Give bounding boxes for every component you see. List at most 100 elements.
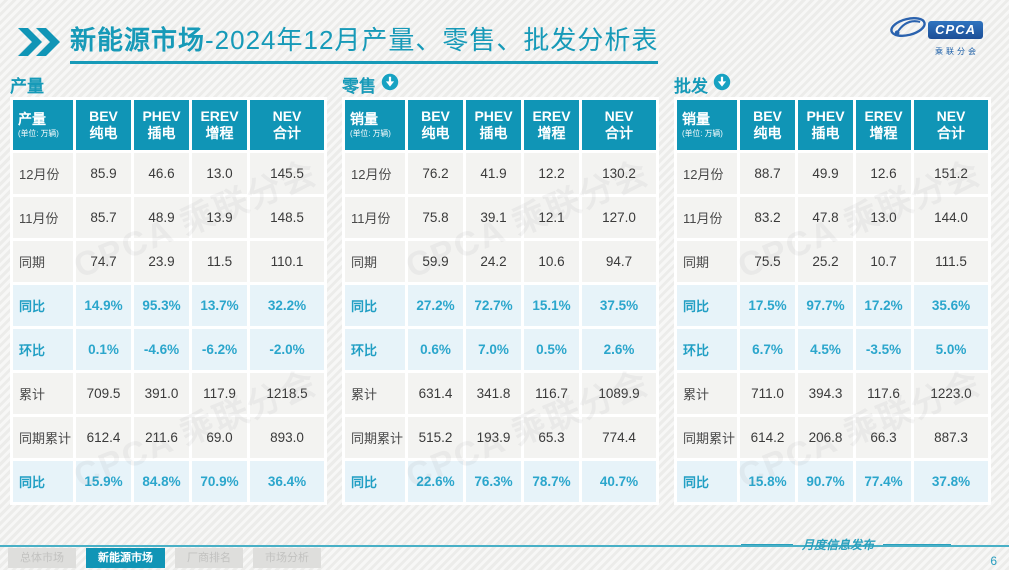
cell-value: 631.4 [408,373,463,414]
cell-value: 1089.9 [582,373,656,414]
wholesale-table: 销量 (单位: 万辆) BEV 纯电 PHEV 插电 EREV 增程 NEV 合计 12… [674,97,991,505]
row-label: 累计 [13,373,73,414]
cell-value: 15.9% [76,461,131,502]
table-row: 环比 6.7% 4.5% -3.5% 5.0% [677,329,988,370]
page-number: 6 [990,554,997,568]
cell-value: 2.6% [582,329,656,370]
cell-value: 0.6% [408,329,463,370]
cell-value: 85.9 [76,153,131,194]
cell-value: 37.8% [914,461,988,502]
header-cell-erev: EREV 增程 [856,100,911,150]
metric-name: 产量 [18,110,46,127]
cell-value: 75.5 [740,241,795,282]
cell-value: -2.0% [250,329,324,370]
table-row: 同比 17.5% 97.7% 17.2% 35.6% [677,285,988,326]
production-table: 产量 (单位: 万辆) BEV 纯电 PHEV 插电 EREV 增程 NEV 合计 12… [10,97,327,505]
cpca-logo-subtext: 乘联分会 [935,47,979,56]
cell-value: 5.0% [914,329,988,370]
cell-value: 47.8 [798,197,853,238]
cell-value: 27.2% [408,285,463,326]
table-row: 同期累计 515.2 193.9 65.3 774.4 [345,417,656,458]
row-label: 同比 [345,285,405,326]
cell-value: 15.1% [524,285,579,326]
row-label: 同期 [13,241,73,282]
cell-value: 65.3 [524,417,579,458]
download-icon[interactable] [713,73,731,96]
row-label: 同比 [13,285,73,326]
header-cell-erev: EREV 增程 [192,100,247,150]
tab-manufacturer-ranking[interactable]: 厂商排名 [175,548,243,568]
cpca-logo: CPCA 乘联分会 [888,14,983,57]
row-label: 同比 [345,461,405,502]
cell-value: 144.0 [914,197,988,238]
row-label: 12月份 [345,153,405,194]
table-row: 同比 27.2% 72.7% 15.1% 37.5% [345,285,656,326]
header-row: 销量 (单位: 万辆) BEV 纯电 PHEV 插电 EREV 增程 NEV 合计 [677,100,988,150]
row-label: 12月份 [677,153,737,194]
unit-label: (单位: 万辆) [350,128,391,139]
cell-value: 116.7 [524,373,579,414]
cell-value: 394.3 [798,373,853,414]
row-label: 11月份 [13,197,73,238]
header-cell-nev: NEV 合计 [582,100,656,150]
cell-value: 13.7% [192,285,247,326]
table-row: 同比 15.9% 84.8% 70.9% 36.4% [13,461,324,502]
page-title: 新能源市场-2024年12月产量、零售、批发分析表 [70,20,659,64]
cell-value: 4.5% [798,329,853,370]
cell-value: 39.1 [466,197,521,238]
cell-value: 515.2 [408,417,463,458]
cell-value: 84.8% [134,461,189,502]
header-row: 销量 (单位: 万辆) BEV 纯电 PHEV 插电 EREV 增程 NEV 合计 [345,100,656,150]
download-icon[interactable] [381,73,399,96]
cell-value: 11.5 [192,241,247,282]
row-label: 环比 [13,329,73,370]
cell-value: 12.1 [524,197,579,238]
cell-value: 151.2 [914,153,988,194]
cell-value: 117.6 [856,373,911,414]
retail-table: 销量 (单位: 万辆) BEV 纯电 PHEV 插电 EREV 增程 NEV 合计 12… [342,97,659,505]
cell-value: 145.5 [250,153,324,194]
cell-value: 15.8% [740,461,795,502]
table-row: 12月份 76.2 41.9 12.2 130.2 [345,153,656,194]
table-row: 环比 0.6% 7.0% 0.5% 2.6% [345,329,656,370]
cell-value: 130.2 [582,153,656,194]
cell-value: 23.9 [134,241,189,282]
table-row: 同期 59.9 24.2 10.6 94.7 [345,241,656,282]
row-label: 环比 [345,329,405,370]
table-row: 累计 709.5 391.0 117.9 1218.5 [13,373,324,414]
cpca-swirl-icon [888,14,928,45]
cell-value: 13.0 [192,153,247,194]
table-row: 12月份 88.7 49.9 12.6 151.2 [677,153,988,194]
tab-market-analysis[interactable]: 市场分析 [253,548,321,568]
table-row: 同期累计 614.2 206.8 66.3 887.3 [677,417,988,458]
table-row: 同比 14.9% 95.3% 13.7% 32.2% [13,285,324,326]
unit-label: (单位: 万辆) [18,128,59,139]
cell-value: 94.7 [582,241,656,282]
cell-value: 59.9 [408,241,463,282]
header-cell-erev: EREV 增程 [524,100,579,150]
metric-name: 销量 [682,110,710,127]
cell-value: 36.4% [250,461,324,502]
cell-value: 14.9% [76,285,131,326]
cell-value: 88.7 [740,153,795,194]
cell-value: 206.8 [798,417,853,458]
header-cell-phev: PHEV 插电 [134,100,189,150]
cell-value: 41.9 [466,153,521,194]
tab-nev-market[interactable]: 新能源市场 [86,548,165,568]
page-header: 新能源市场-2024年12月产量、零售、批发分析表 [18,20,659,64]
cell-value: 69.0 [192,417,247,458]
cell-value: 74.7 [76,241,131,282]
row-label: 11月份 [345,197,405,238]
double-chevron-icon [18,28,62,61]
cell-value: 32.2% [250,285,324,326]
cell-value: 95.3% [134,285,189,326]
cell-value: 46.6 [134,153,189,194]
row-label: 同期累计 [13,417,73,458]
table-row: 11月份 83.2 47.8 13.0 144.0 [677,197,988,238]
tab-overall-market[interactable]: 总体市场 [8,548,76,568]
cell-value: 75.8 [408,197,463,238]
cell-value: 13.9 [192,197,247,238]
cell-value: 709.5 [76,373,131,414]
cell-value: 76.3% [466,461,521,502]
